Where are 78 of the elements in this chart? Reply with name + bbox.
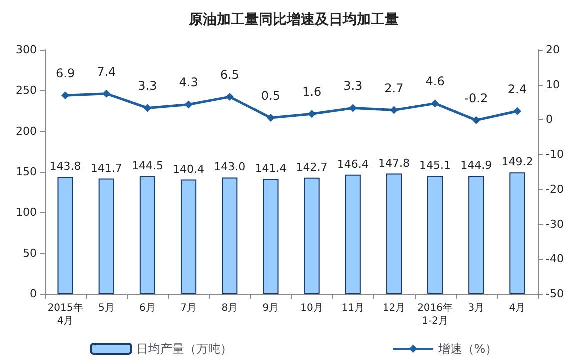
y-tick-label: 200 — [16, 124, 37, 138]
data-label: 141.4 — [255, 162, 287, 175]
data-label: 6.9 — [56, 66, 76, 81]
y2-tick-label: -20 — [546, 182, 564, 196]
data-label: 147.8 — [378, 156, 410, 170]
y-tick-label: 300 — [16, 44, 37, 56]
x-tick-label: 9月 — [262, 303, 280, 314]
data-label: 1.6 — [302, 85, 322, 100]
point — [102, 90, 111, 98]
y-tick-label: 50 — [23, 246, 37, 260]
data-label: 3.3 — [138, 79, 158, 94]
data-label: 141.7 — [90, 162, 122, 175]
point — [513, 107, 522, 116]
data-label: 143.0 — [214, 160, 246, 174]
point — [62, 92, 70, 100]
y-tick-label: 250 — [16, 84, 37, 98]
data-label: 144.5 — [132, 159, 164, 172]
x-tick-label: 7月 — [180, 303, 197, 314]
data-label: 0.5 — [261, 88, 281, 103]
y2-tick-label: -40 — [546, 252, 564, 266]
point — [266, 114, 275, 122]
data-label: 145.1 — [420, 158, 452, 172]
bar — [304, 178, 320, 294]
point — [308, 110, 316, 118]
x-tick-label: 12月 — [382, 303, 406, 314]
bar — [468, 176, 484, 294]
bar — [345, 174, 361, 294]
point — [349, 104, 358, 112]
x-tick-label: 6月 — [140, 303, 156, 314]
data-label: 143.8 — [50, 160, 82, 174]
x-tick-label: 2015年 4月 — [48, 302, 84, 327]
y-tick-label: 0 — [30, 288, 37, 300]
x-tick-label: 10月 — [300, 303, 324, 314]
legend-label: 日均产量（万吨） — [136, 342, 232, 356]
data-label: 2.4 — [508, 82, 528, 96]
data-label: 2.7 — [384, 81, 404, 96]
point — [144, 104, 152, 112]
x-tick-label: 2016年 1-2月 — [418, 302, 454, 327]
bar — [386, 174, 402, 294]
y-tick-label: 150 — [16, 166, 37, 178]
point — [431, 100, 440, 108]
y2-tick-label: 10 — [546, 78, 560, 92]
data-label: 149.2 — [502, 156, 534, 169]
x-tick-label: 11月 — [342, 303, 364, 314]
data-label: 140.4 — [173, 162, 205, 176]
data-label: 146.4 — [337, 158, 369, 171]
data-label: 4.3 — [179, 76, 198, 90]
data-label: 142.7 — [296, 160, 328, 174]
y2-tick-label: -30 — [546, 218, 564, 231]
point — [472, 116, 480, 124]
data-label: 3.3 — [344, 79, 363, 94]
bar — [58, 177, 74, 294]
point — [390, 106, 398, 114]
bar — [510, 172, 526, 294]
data-label: -0.2 — [464, 91, 488, 106]
y2-tick-label: -50 — [546, 288, 564, 300]
data-label: 144.9 — [460, 159, 492, 172]
chart-title: 原油加工量同比增速及日均加工量 — [188, 12, 399, 28]
y2-tick-label: 20 — [546, 44, 560, 56]
x-tick-label: 4月 — [509, 303, 526, 314]
x-tick-label: 5月 — [98, 303, 115, 314]
y2-tick-label: 0 — [546, 113, 553, 126]
data-label: 4.6 — [426, 74, 445, 89]
point — [184, 100, 193, 109]
bar — [140, 176, 156, 294]
bar — [222, 178, 238, 294]
bar — [98, 178, 114, 294]
bar — [180, 180, 197, 294]
y2-tick-label: -10 — [546, 148, 564, 162]
x-tick-label: 3月 — [468, 303, 485, 314]
x-tick-label: 8月 — [222, 303, 238, 314]
data-label: 7.4 — [97, 64, 116, 79]
bar — [263, 178, 279, 294]
y-tick-label: 100 — [16, 206, 37, 220]
legend-label: 增速（%） — [437, 342, 498, 356]
data-label: 6.5 — [220, 68, 240, 82]
bar — [427, 176, 444, 294]
point — [226, 93, 234, 102]
